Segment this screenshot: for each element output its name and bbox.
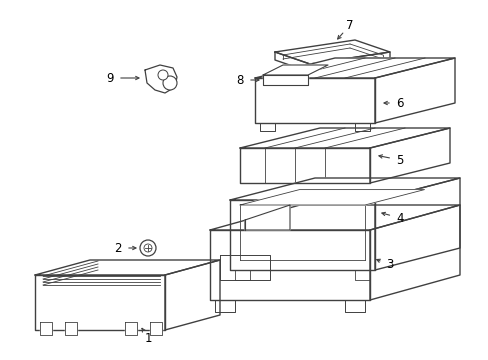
Polygon shape bbox=[274, 40, 389, 64]
Polygon shape bbox=[254, 78, 374, 123]
Text: 6: 6 bbox=[395, 96, 403, 109]
Text: 4: 4 bbox=[395, 212, 403, 225]
Polygon shape bbox=[150, 322, 162, 335]
Polygon shape bbox=[354, 270, 369, 280]
Polygon shape bbox=[240, 148, 369, 183]
Polygon shape bbox=[354, 123, 369, 131]
Polygon shape bbox=[260, 123, 274, 131]
Polygon shape bbox=[345, 300, 364, 312]
Text: 3: 3 bbox=[386, 258, 393, 271]
Polygon shape bbox=[263, 75, 307, 85]
Polygon shape bbox=[369, 205, 459, 300]
Circle shape bbox=[163, 76, 177, 90]
Polygon shape bbox=[65, 322, 77, 335]
Polygon shape bbox=[209, 230, 369, 300]
Polygon shape bbox=[374, 58, 454, 123]
Text: 8: 8 bbox=[236, 73, 243, 86]
Polygon shape bbox=[35, 275, 164, 330]
Polygon shape bbox=[35, 260, 220, 275]
Polygon shape bbox=[374, 178, 459, 270]
Text: 1: 1 bbox=[144, 332, 151, 345]
Text: 9: 9 bbox=[106, 72, 114, 85]
Polygon shape bbox=[240, 128, 449, 148]
Polygon shape bbox=[235, 270, 249, 280]
Circle shape bbox=[158, 70, 168, 80]
Text: 7: 7 bbox=[346, 18, 353, 32]
Polygon shape bbox=[254, 58, 454, 78]
Polygon shape bbox=[229, 200, 374, 270]
Polygon shape bbox=[209, 205, 459, 230]
Polygon shape bbox=[240, 190, 424, 205]
Polygon shape bbox=[164, 260, 220, 330]
Polygon shape bbox=[274, 52, 309, 72]
Polygon shape bbox=[125, 322, 137, 335]
Polygon shape bbox=[215, 300, 235, 312]
Polygon shape bbox=[40, 322, 52, 335]
Text: 2: 2 bbox=[114, 242, 122, 255]
Circle shape bbox=[140, 240, 156, 256]
Polygon shape bbox=[244, 205, 289, 230]
Polygon shape bbox=[145, 65, 177, 93]
Polygon shape bbox=[309, 52, 389, 72]
Text: 5: 5 bbox=[395, 153, 403, 166]
Polygon shape bbox=[229, 178, 459, 200]
Polygon shape bbox=[263, 65, 327, 75]
Polygon shape bbox=[369, 128, 449, 183]
